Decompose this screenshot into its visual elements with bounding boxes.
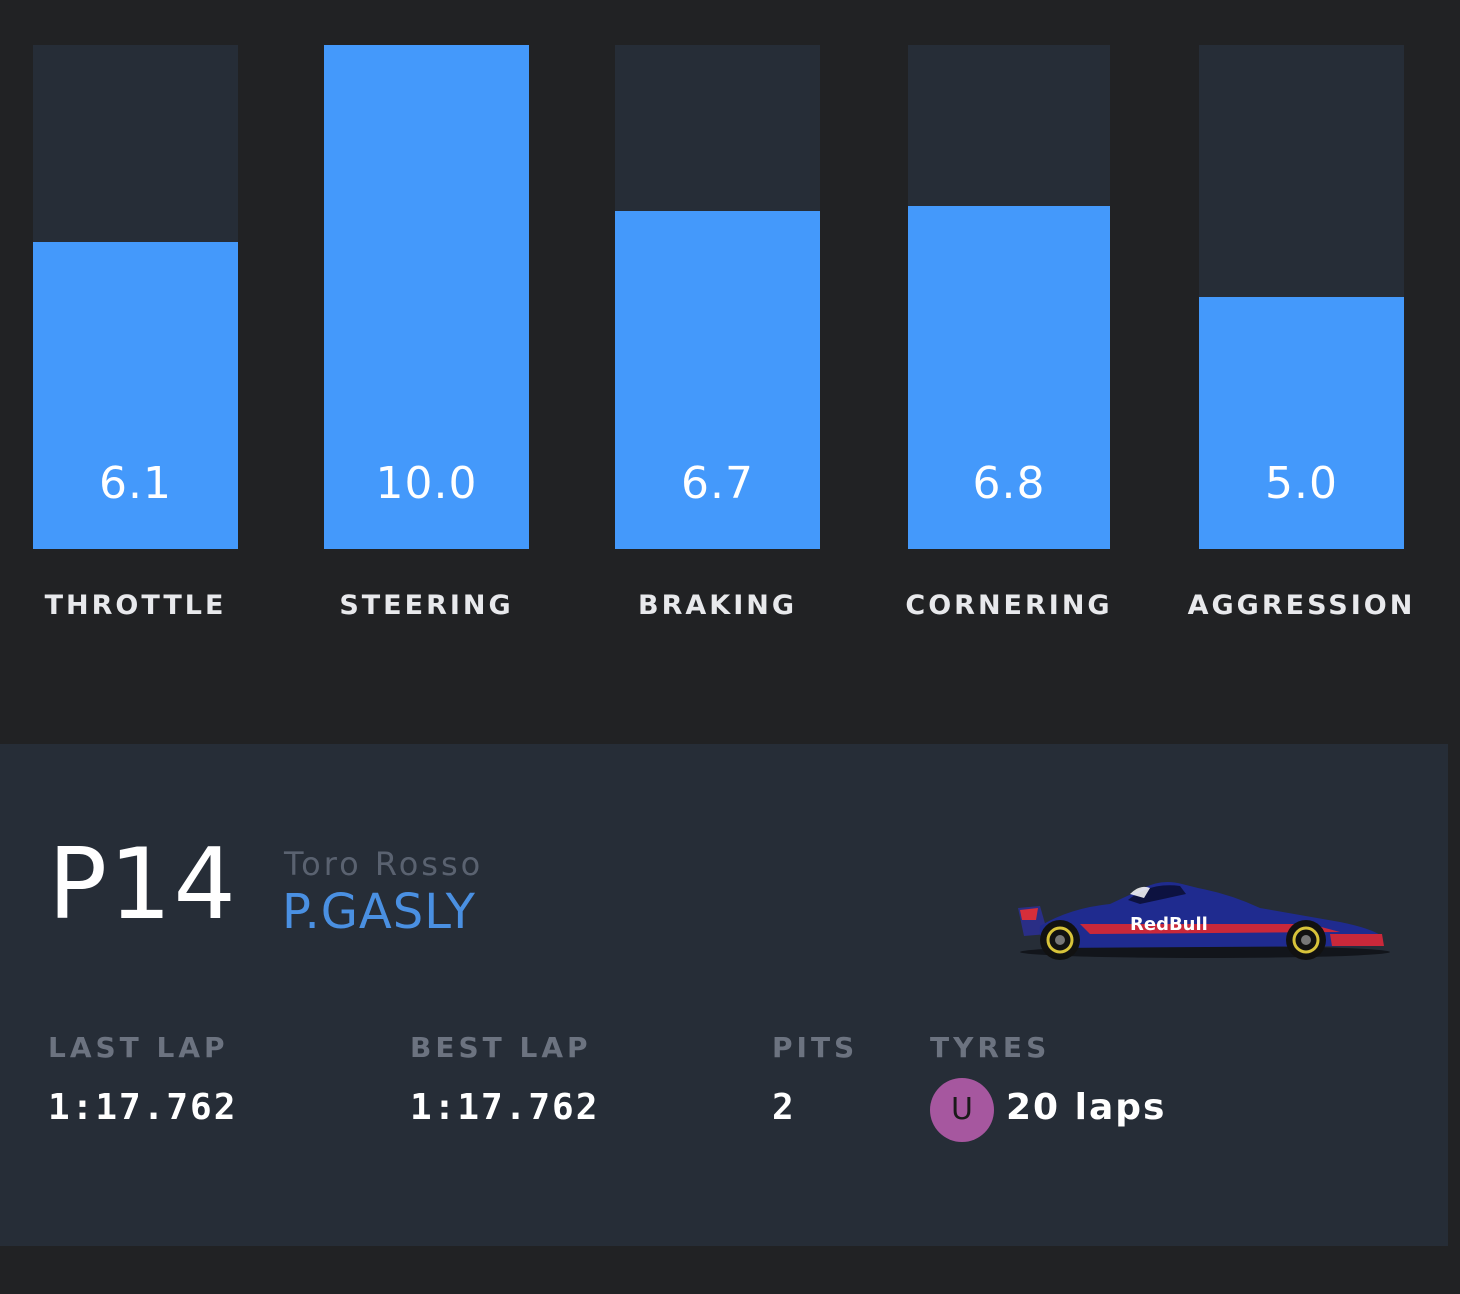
tyre-compound-badge: U: [930, 1078, 994, 1142]
bar-throttle: 6.1: [33, 242, 238, 549]
driver-card: P14 Toro Rosso P.GASLY RedBull: [0, 744, 1448, 1246]
bar-track-throttle: 6.1: [33, 45, 238, 549]
race-position: P14: [48, 828, 238, 942]
best-lap-label: BEST LAP: [410, 1031, 592, 1064]
bar-label-braking: BRAKING: [638, 590, 797, 621]
bar-label-throttle: THROTTLE: [44, 590, 227, 621]
bar-track-braking: 6.7: [615, 45, 820, 549]
best-lap-value: 1:17.762: [410, 1087, 600, 1128]
bar-track-cornering: 6.8: [908, 45, 1110, 549]
last-lap-label: LAST LAP: [48, 1031, 229, 1064]
bar-value-steering: 10.0: [375, 458, 478, 509]
bar-steering: 10.0: [324, 45, 529, 549]
bar-value-cornering: 6.8: [972, 458, 1046, 509]
bar-track-steering: 10.0: [324, 45, 529, 549]
bar-braking: 6.7: [615, 211, 820, 549]
bar-label-steering: STEERING: [339, 590, 514, 621]
team-name: Toro Rosso: [284, 845, 484, 883]
bar-value-braking: 6.7: [681, 458, 754, 509]
svg-text:RedBull: RedBull: [1130, 914, 1208, 935]
bar-aggression: 5.0: [1199, 297, 1404, 549]
tyres-label: TYRES: [930, 1031, 1051, 1064]
driver-name: P.GASLY: [282, 884, 476, 940]
toro-rosso-car-icon: RedBull: [1018, 882, 1390, 960]
bar-label-cornering: CORNERING: [905, 590, 1113, 621]
tyre-laps-value: 20 laps: [1006, 1087, 1167, 1128]
bar-value-throttle: 6.1: [99, 458, 172, 509]
pits-value: 2: [772, 1087, 796, 1128]
bar-track-aggression: 5.0: [1199, 45, 1404, 549]
last-lap-value: 1:17.762: [48, 1087, 238, 1128]
bar-label-aggression: AGGRESSION: [1187, 590, 1416, 621]
bar-value-aggression: 5.0: [1265, 458, 1338, 509]
driver-ratings-chart: 6.1 THROTTLE 10.0 STEERING 6.7 BRAKING 6.8 CORN…: [33, 45, 1416, 621]
pits-label: PITS: [772, 1031, 859, 1064]
bar-cornering: 6.8: [908, 206, 1110, 549]
